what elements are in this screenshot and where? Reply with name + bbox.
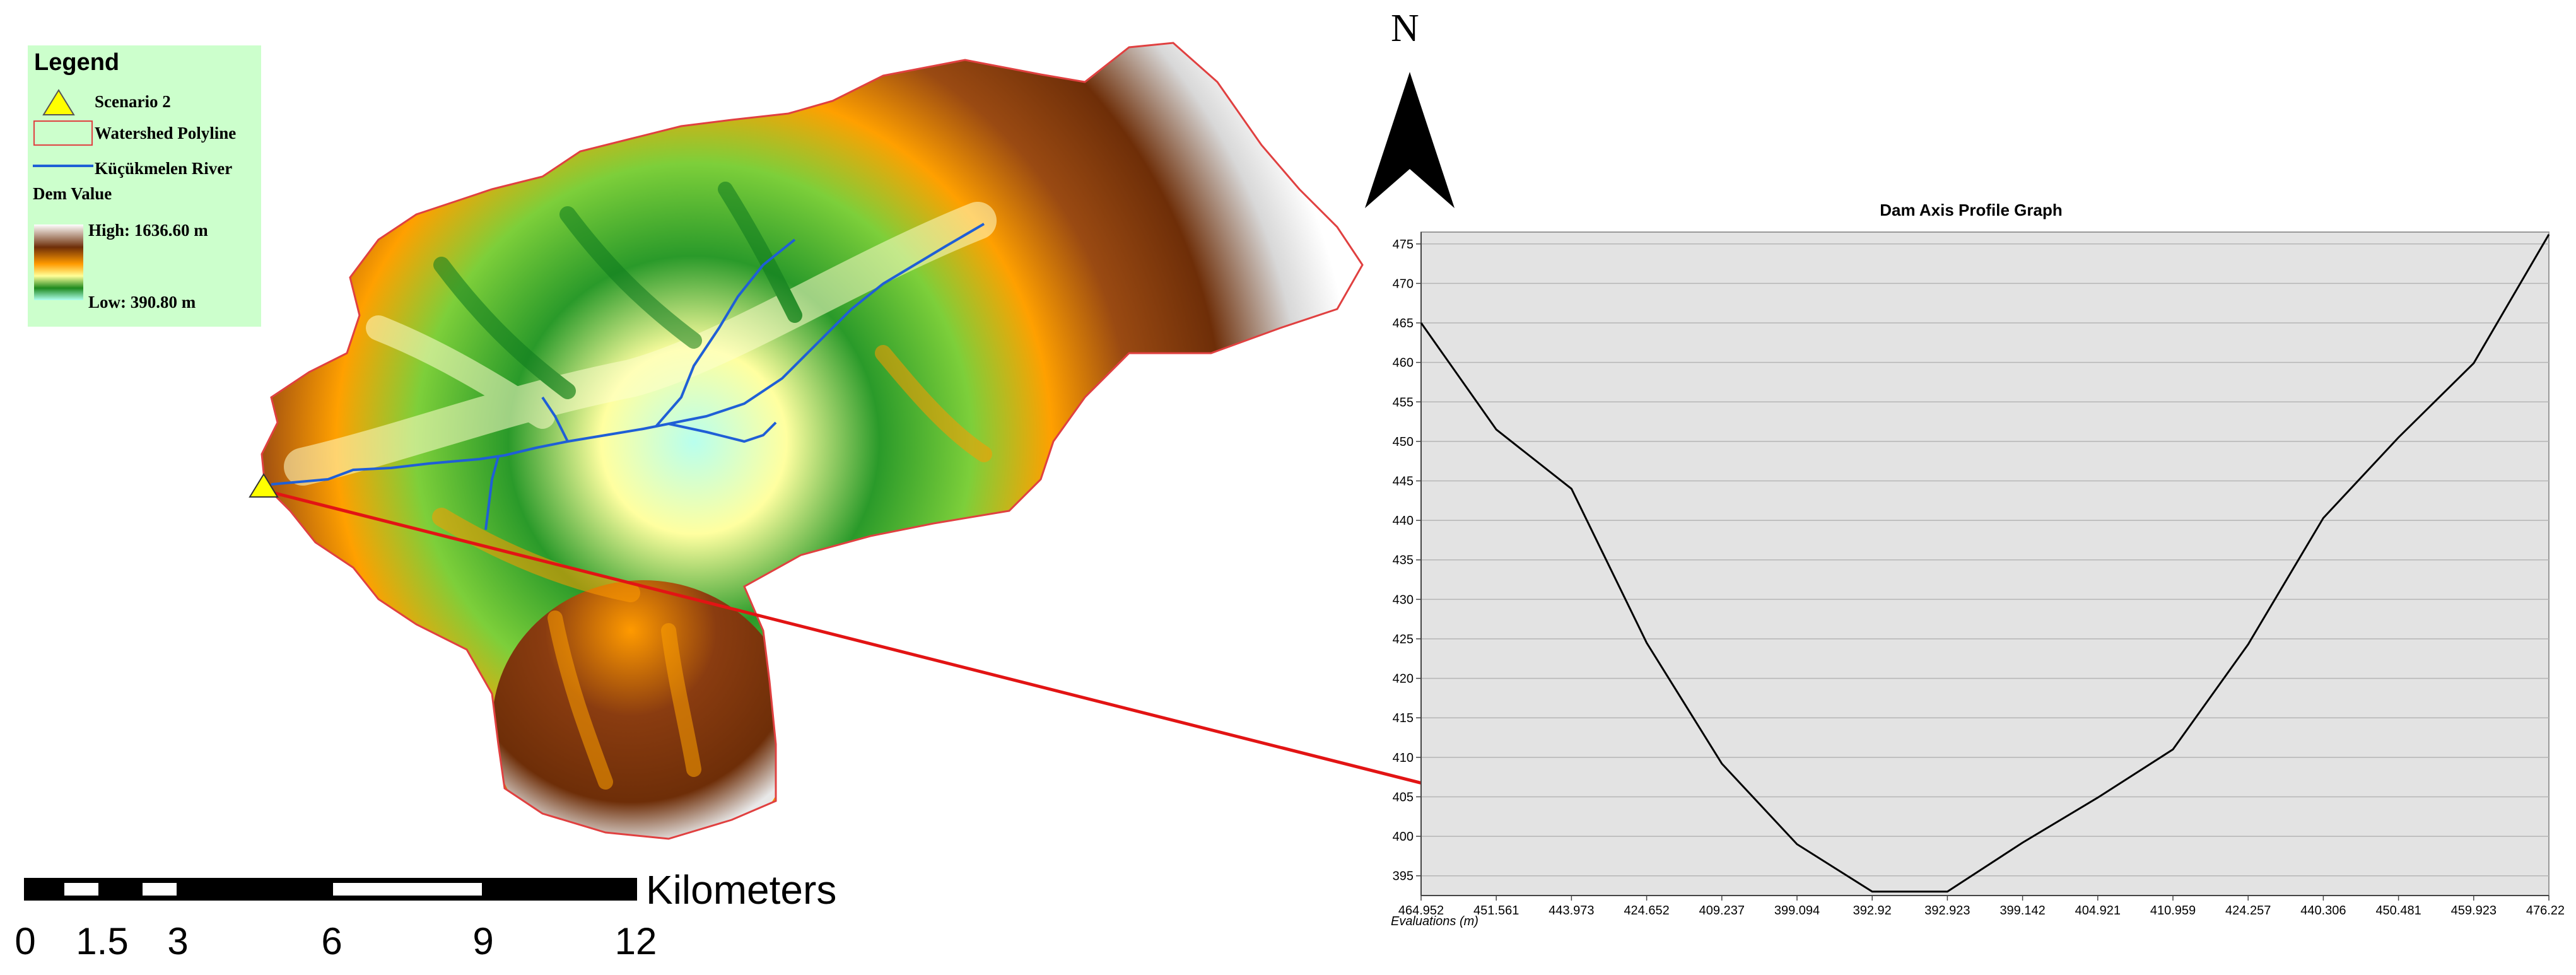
y-tick-label: 415 xyxy=(1393,711,1414,725)
x-tick-label: 464.952 xyxy=(1398,904,1444,914)
chart-x-axis-label: Evaluations (m) xyxy=(1391,914,1478,928)
chart-plot: 395 400 405 410 415 420 425 430 435 440 445 450 455 4… xyxy=(1393,231,2564,914)
watershed-outline xyxy=(261,42,1364,840)
scale-tick: 3 xyxy=(167,920,189,962)
x-tick-label: 399.094 xyxy=(1774,904,1820,914)
profile-series-line xyxy=(1420,234,2550,893)
north-arrow: N xyxy=(1362,6,1457,208)
x-tick-label: 459.923 xyxy=(2451,904,2497,914)
x-tick-label: 399.142 xyxy=(1999,904,2045,914)
y-tick-label: 435 xyxy=(1393,554,1414,568)
y-tick-label: 455 xyxy=(1393,395,1414,409)
north-arrow-icon xyxy=(1365,72,1455,208)
chart-title: Dam Axis Profile Graph xyxy=(1880,201,2063,219)
map-legend: Legend Scenario 2 Watershed Polyline Küç… xyxy=(28,45,261,327)
scale-tick: 12 xyxy=(614,920,657,962)
legend-item-watershed-polyline: Watershed Polyline xyxy=(95,124,237,143)
legend-dem-low: Low: 390.80 m xyxy=(88,293,196,312)
north-letter: N xyxy=(1391,7,1419,50)
red-outline-box-icon xyxy=(33,120,93,146)
river-network xyxy=(271,223,985,530)
y-tick-label: 425 xyxy=(1393,633,1414,646)
scale-tick: 9 xyxy=(472,920,494,962)
legend-dem-high: High: 1636.60 m xyxy=(88,221,208,240)
x-tick-label: 392.923 xyxy=(1924,904,1970,914)
y-tick-label: 475 xyxy=(1393,238,1414,252)
x-tick-label: 409.237 xyxy=(1699,904,1745,914)
plot-area xyxy=(1420,231,2550,896)
y-tick-label: 410 xyxy=(1393,751,1414,765)
y-tick-label: 400 xyxy=(1393,830,1414,844)
legend-dem-label: Dem Value xyxy=(33,184,112,203)
y-tick-label: 420 xyxy=(1393,672,1414,686)
x-tick-label: 443.973 xyxy=(1549,904,1594,914)
scale-bar-graphic xyxy=(24,878,637,901)
x-tick-label: 451.561 xyxy=(1473,904,1519,914)
dem-color-ramp xyxy=(34,225,83,300)
y-tick-label: 405 xyxy=(1393,790,1414,804)
dam-axis-profile-chart: Dam Axis Profile Graph 395 400 405 410 415 42… xyxy=(1378,196,2564,940)
y-tick-label: 440 xyxy=(1393,514,1414,528)
y-tick-label: 395 xyxy=(1393,870,1414,884)
legend-item-river: Küçükmelen River xyxy=(95,159,233,178)
y-tick-label: 460 xyxy=(1393,356,1414,370)
legend-title: Legend xyxy=(34,49,120,76)
scale-tick: 6 xyxy=(321,920,342,962)
yellow-triangle-icon xyxy=(42,89,75,115)
y-tick-label: 450 xyxy=(1393,435,1414,449)
scenario-2-marker-icon xyxy=(249,473,279,498)
scale-unit: Kilometers xyxy=(646,867,837,913)
x-tick-label: 450.481 xyxy=(2375,904,2421,914)
x-tick-label: 440.306 xyxy=(2300,904,2346,914)
scale-tick: 0 xyxy=(15,920,36,962)
x-tick-label: 410.959 xyxy=(2150,904,2196,914)
y-tick-label: 430 xyxy=(1393,593,1414,607)
x-tick-label: 392.92 xyxy=(1853,904,1892,914)
x-tick-label: 424.257 xyxy=(2225,904,2271,914)
legend-item-scenario-2: Scenario 2 xyxy=(95,92,171,111)
blue-line-icon xyxy=(33,165,93,167)
y-tick-label: 470 xyxy=(1393,277,1414,291)
y-tick-label: 445 xyxy=(1393,475,1414,489)
scale-tick: 1.5 xyxy=(76,920,129,962)
scale-bar: Kilometers 0 1.5 3 6 9 12 xyxy=(15,867,906,971)
x-tick-label: 424.652 xyxy=(1624,904,1669,914)
x-tick-label: 476.223 xyxy=(2526,904,2564,914)
y-tick-label: 465 xyxy=(1393,317,1414,330)
x-tick-label: 404.921 xyxy=(2075,904,2121,914)
